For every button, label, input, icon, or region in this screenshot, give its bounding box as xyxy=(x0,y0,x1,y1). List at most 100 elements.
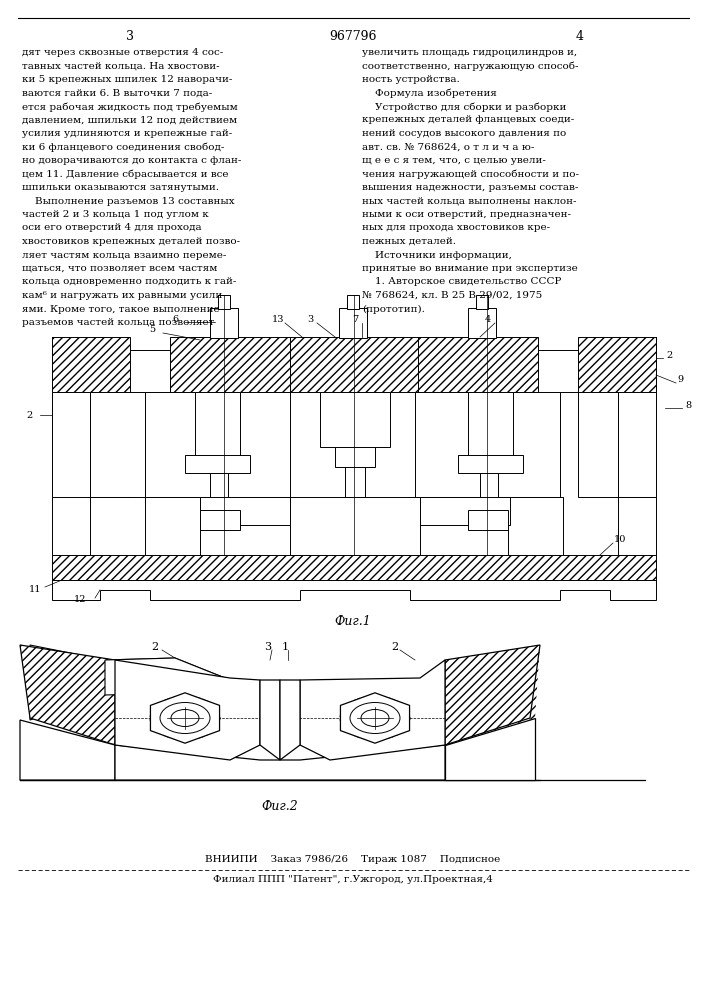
Text: 967796: 967796 xyxy=(329,30,377,43)
Polygon shape xyxy=(260,680,280,760)
Bar xyxy=(420,497,510,525)
Polygon shape xyxy=(151,693,220,743)
Polygon shape xyxy=(20,720,115,780)
Bar xyxy=(508,497,563,555)
Text: Фиг.2: Фиг.2 xyxy=(262,800,298,813)
Text: ки 5 крепежных шпилек 12 наворачи-: ки 5 крепежных шпилек 12 наворачи- xyxy=(22,75,233,84)
Polygon shape xyxy=(52,580,656,600)
Bar xyxy=(210,308,238,338)
Text: соответственно, нагружающую способ-: соответственно, нагружающую способ- xyxy=(362,62,578,71)
Bar xyxy=(145,392,290,497)
Text: щ е е с я тем, что, с целью увели-: щ е е с я тем, что, с целью увели- xyxy=(362,156,546,165)
Text: 2: 2 xyxy=(667,351,673,360)
Bar xyxy=(339,308,367,338)
Text: кам⁶ и нагружать их равными усили-: кам⁶ и нагружать их равными усили- xyxy=(22,291,226,300)
Text: хвостовиков крепежных деталей позво-: хвостовиков крепежных деталей позво- xyxy=(22,237,240,246)
Polygon shape xyxy=(52,555,656,580)
Text: 9: 9 xyxy=(677,375,683,384)
Text: 7: 7 xyxy=(352,316,358,324)
Text: Филиал ППП "Патент", г.Ужгород, ул.Проектная,4: Филиал ППП "Патент", г.Ужгород, ул.Проек… xyxy=(213,875,493,884)
Text: увеличить площадь гидроцилиндров и,: увеличить площадь гидроцилиндров и, xyxy=(362,48,577,57)
Bar xyxy=(480,473,498,513)
Bar xyxy=(195,392,240,467)
Polygon shape xyxy=(445,645,540,745)
Text: 3: 3 xyxy=(307,316,313,324)
Bar xyxy=(145,497,200,555)
Text: частей 2 и 3 кольца 1 под углом к: частей 2 и 3 кольца 1 под углом к xyxy=(22,210,209,219)
Polygon shape xyxy=(170,337,290,392)
Polygon shape xyxy=(341,693,409,743)
Text: ки 6 фланцевого соединения свобод-: ки 6 фланцевого соединения свобод- xyxy=(22,142,224,152)
Text: ность устройства.: ность устройства. xyxy=(362,75,460,84)
Text: ными к оси отверстий, предназначен-: ными к оси отверстий, предназначен- xyxy=(362,210,571,219)
Polygon shape xyxy=(280,680,300,760)
Bar xyxy=(210,473,228,513)
Text: ляет частям кольца взаимно переме-: ляет частям кольца взаимно переме- xyxy=(22,250,226,259)
Text: Источники информации,: Источники информации, xyxy=(362,250,512,259)
Bar xyxy=(476,295,488,309)
Polygon shape xyxy=(105,658,230,698)
Text: ваются гайки 6. В выточки 7 пода-: ваются гайки 6. В выточки 7 пода- xyxy=(22,89,212,98)
Text: дят через сквозные отверстия 4 сос-: дят через сквозные отверстия 4 сос- xyxy=(22,48,223,57)
Bar xyxy=(468,510,508,530)
Text: авт. св. № 768624, о т л и ч а ю-: авт. св. № 768624, о т л и ч а ю- xyxy=(362,142,534,151)
Polygon shape xyxy=(538,350,578,392)
Text: принятые во внимание при экспертизе: принятые во внимание при экспертизе xyxy=(362,264,578,273)
Bar xyxy=(320,392,390,447)
Text: но доворачиваются до контакта с флан-: но доворачиваются до контакта с флан- xyxy=(22,156,241,165)
Text: шпильки оказываются затянутыми.: шпильки оказываются затянутыми. xyxy=(22,183,219,192)
Bar xyxy=(90,392,145,497)
Ellipse shape xyxy=(171,710,199,726)
Text: кольца одновременно подходить к гай-: кольца одновременно подходить к гай- xyxy=(22,277,236,286)
Text: давлением, шпильки 12 под действием: давлением, шпильки 12 под действием xyxy=(22,115,237,124)
Text: 6: 6 xyxy=(172,316,178,324)
Text: Формула изобретения: Формула изобретения xyxy=(362,89,497,98)
Text: разъемов частей кольца позволяет: разъемов частей кольца позволяет xyxy=(22,318,214,327)
Bar xyxy=(52,392,90,497)
Text: усилия удлиняются и крепежные гай-: усилия удлиняются и крепежные гай- xyxy=(22,129,233,138)
Text: ных частей кольца выполнены наклон-: ных частей кольца выполнены наклон- xyxy=(362,196,576,206)
Text: (прототип).: (прототип). xyxy=(362,304,425,314)
Text: ВНИИПИ    Заказ 7986/26    Тираж 1087    Подписное: ВНИИПИ Заказ 7986/26 Тираж 1087 Подписно… xyxy=(205,855,501,864)
Text: ями. Кроме того, такое выполнение: ями. Кроме того, такое выполнение xyxy=(22,304,220,314)
Text: 2: 2 xyxy=(27,410,33,420)
Polygon shape xyxy=(52,337,130,555)
Bar xyxy=(415,392,560,497)
Text: нений сосудов высокого давления по: нений сосудов высокого давления по xyxy=(362,129,566,138)
Polygon shape xyxy=(20,645,115,745)
Text: 10: 10 xyxy=(614,536,626,544)
Text: пежных деталей.: пежных деталей. xyxy=(362,237,456,246)
Bar xyxy=(618,392,656,497)
Text: Выполнение разъемов 13 составных: Выполнение разъемов 13 составных xyxy=(22,196,235,206)
Polygon shape xyxy=(52,337,130,392)
Text: ется рабочая жидкость под требуемым: ется рабочая жидкость под требуемым xyxy=(22,102,238,111)
Bar xyxy=(200,510,240,530)
Polygon shape xyxy=(578,337,656,555)
Polygon shape xyxy=(115,745,445,780)
Bar xyxy=(458,455,523,473)
Text: 11: 11 xyxy=(29,585,41,594)
Text: крепежных деталей фланцевых соеди-: крепежных деталей фланцевых соеди- xyxy=(362,115,574,124)
Text: 2: 2 xyxy=(151,642,158,652)
Text: 3: 3 xyxy=(126,30,134,43)
Text: чения нагружающей способности и по-: чения нагружающей способности и по- xyxy=(362,169,579,179)
Bar xyxy=(468,392,513,467)
Text: 8: 8 xyxy=(685,400,691,410)
Polygon shape xyxy=(578,337,656,392)
Bar xyxy=(335,447,375,467)
Bar xyxy=(200,497,290,525)
Polygon shape xyxy=(300,660,445,760)
Text: ных для прохода хвостовиков кре-: ных для прохода хвостовиков кре- xyxy=(362,224,550,232)
Polygon shape xyxy=(418,337,538,392)
Ellipse shape xyxy=(361,710,389,726)
Polygon shape xyxy=(130,350,170,392)
Text: 13: 13 xyxy=(271,316,284,324)
Polygon shape xyxy=(115,660,260,760)
Polygon shape xyxy=(290,337,418,392)
Polygon shape xyxy=(445,718,535,780)
Text: оси его отверстий 4 для прохода: оси его отверстий 4 для прохода xyxy=(22,224,201,232)
Text: 3: 3 xyxy=(264,642,271,652)
Bar xyxy=(468,308,496,338)
Bar xyxy=(345,467,365,497)
Polygon shape xyxy=(30,645,230,720)
